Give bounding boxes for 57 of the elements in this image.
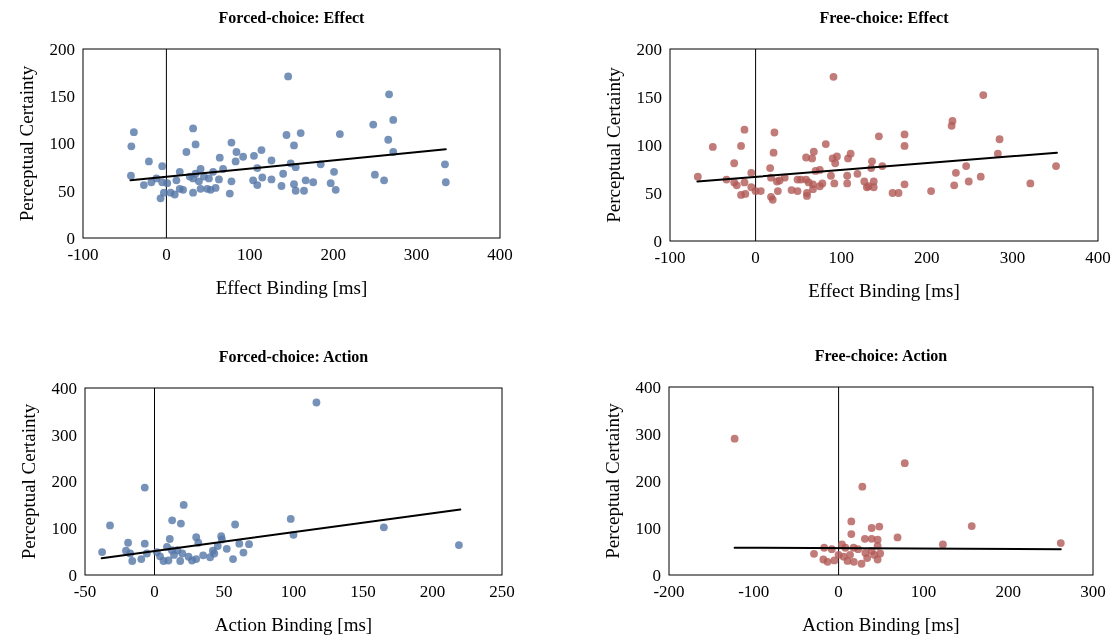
y-tick-label: 0 (68, 565, 77, 585)
x-tick-label: -200 (653, 582, 685, 601)
x-tick-label: 0 (834, 582, 843, 601)
x-tick-label: 0 (150, 582, 159, 601)
y-tick-label: 200 (636, 39, 662, 59)
y-tick-label: 100 (49, 134, 75, 154)
x-tick-label: 100 (280, 582, 307, 601)
x-tick-label: 100 (828, 248, 854, 267)
y-tick-label: 150 (49, 87, 75, 107)
chart-title: Forced-choice: Action (218, 348, 369, 365)
x-axis-title: Action Binding [ms] (214, 614, 373, 635)
y-tick-label: 100 (51, 519, 77, 539)
x-tick-label: 300 (1080, 582, 1106, 601)
x-tick-label: -100 (67, 245, 99, 264)
x-axis-title: Effect Binding [ms] (215, 277, 368, 298)
x-tick-label: 0 (751, 248, 760, 267)
y-tick-label: 0 (652, 565, 661, 585)
chart-title: Free-choice: Effect (819, 9, 950, 26)
x-tick-label: 200 (995, 582, 1021, 601)
y-tick-label: 300 (635, 424, 661, 444)
y-tick-label: 150 (636, 87, 662, 107)
y-tick-label: 0 (653, 231, 662, 251)
y-tick-label: 400 (51, 378, 77, 398)
y-tick-label: 100 (635, 518, 661, 538)
x-tick-label: 150 (350, 582, 376, 601)
y-tick-label: 0 (66, 228, 75, 248)
x-axis-title: Action Binding [ms] (802, 614, 960, 635)
y-tick-label: 300 (51, 425, 77, 445)
x-axis-title: Effect Binding [ms] (808, 280, 960, 301)
x-tick-label: 50 (215, 582, 233, 601)
x-tick-label: 100 (910, 582, 937, 601)
x-tick-label: -100 (738, 582, 770, 601)
y-tick-label: 400 (635, 377, 661, 397)
x-tick-label: 200 (419, 582, 446, 601)
x-tick-label: 300 (999, 248, 1026, 267)
y-tick-label: 50 (645, 183, 662, 203)
y-tick-label: 100 (636, 135, 662, 155)
x-tick-label: 400 (1085, 248, 1111, 267)
x-tick-label: -50 (73, 582, 97, 601)
y-tick-label: 200 (49, 39, 75, 59)
x-tick-label: 100 (237, 245, 263, 264)
y-axis-title: Perceptual Certainty (16, 65, 37, 222)
x-tick-label: -100 (654, 248, 686, 267)
x-tick-label: 400 (487, 245, 513, 264)
y-axis-title: Perceptual Certainty (18, 403, 39, 560)
x-tick-label: 200 (320, 245, 346, 264)
y-tick-label: 200 (635, 471, 661, 491)
y-axis-title: Perceptual Certainty (603, 66, 624, 223)
y-tick-label: 200 (51, 472, 77, 492)
x-tick-label: 200 (914, 248, 940, 267)
x-tick-label: 300 (403, 245, 430, 264)
y-tick-label: 50 (58, 181, 75, 201)
y-axis-title: Perceptual Certainty (602, 402, 623, 559)
chart-title: Forced-choice: Effect (218, 9, 366, 26)
chart-title: Free-choice: Action (814, 347, 948, 364)
x-tick-label: 0 (162, 245, 171, 264)
x-tick-label: 250 (489, 582, 515, 601)
